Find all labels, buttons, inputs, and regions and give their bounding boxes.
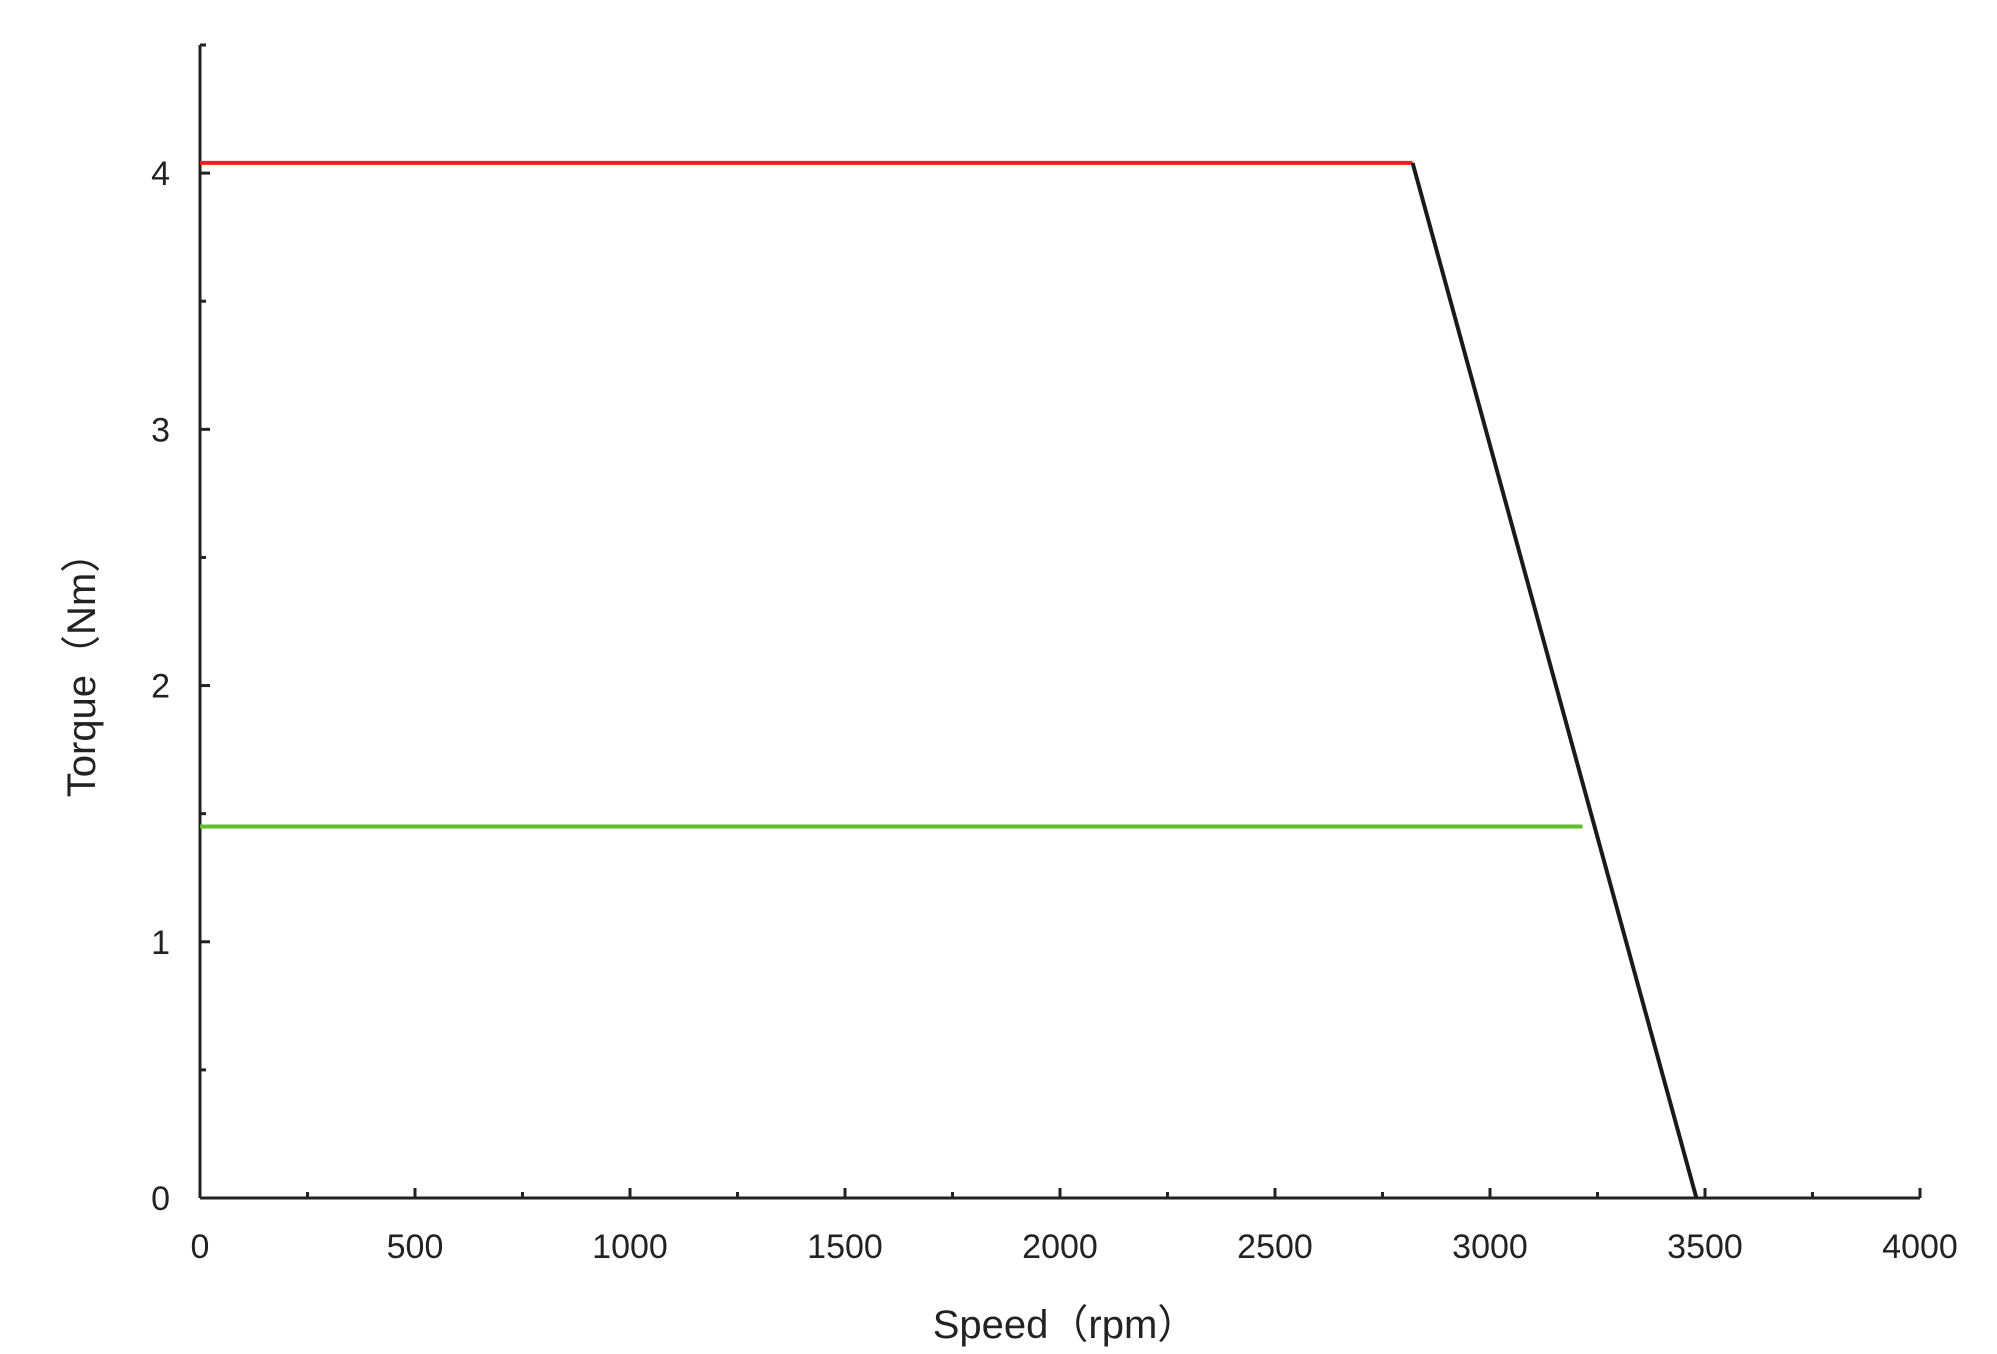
x-tick-label: 3500 [1667,1228,1743,1266]
series-group [200,160,1699,1199]
y-ticks: 0 1 2 3 4 [151,43,210,1218]
series-line-2 [1410,162,1699,1199]
x-tick-label: 2500 [1237,1228,1313,1266]
x-tick-label: 3000 [1452,1228,1528,1266]
y-tick-label: 2 [151,668,170,706]
x-tick-label: 500 [387,1228,444,1266]
x-tick-label: 4000 [1882,1228,1958,1266]
y-tick-label: 3 [151,411,170,449]
x-ticks: 0 500 1000 1500 2000 2500 3000 3500 4000 [191,1188,1958,1266]
x-tick-label: 0 [191,1228,210,1266]
x-tick-label: 1000 [592,1228,668,1266]
y-tick-label: 1 [151,924,170,962]
x-tick-label: 1500 [807,1228,883,1266]
y-axis-title: Torque（Nm） [60,533,104,798]
y-tick-label: 4 [151,155,170,193]
x-axis-title: Speed（rpm） [933,1303,1198,1347]
axes [198,45,1920,1200]
y-tick-label: 0 [151,1180,170,1218]
x-tick-label: 2000 [1022,1228,1098,1266]
